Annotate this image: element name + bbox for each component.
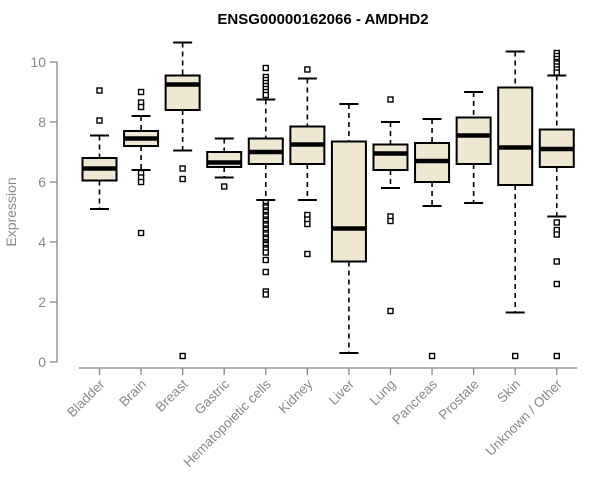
box-gastric xyxy=(206,137,243,190)
outlier-point xyxy=(179,352,186,360)
iqr-box xyxy=(497,86,534,186)
y-tick-label: 10 xyxy=(30,54,46,70)
outlier-point xyxy=(262,268,269,276)
outlier-point xyxy=(262,291,269,298)
y-tick-label: 2 xyxy=(38,294,46,310)
outlier-point xyxy=(137,178,145,186)
box-bladder xyxy=(81,87,118,210)
x-tick-label: Gastric xyxy=(191,376,232,417)
outlier-point xyxy=(553,69,560,76)
iqr-box xyxy=(164,74,201,111)
box-skin xyxy=(497,50,534,360)
x-tick-label: Prostate xyxy=(436,377,482,423)
chart-title: ENSG00000162066 - AMDHD2 xyxy=(217,11,428,28)
outlier-point xyxy=(428,352,436,360)
outlier-point xyxy=(96,117,103,124)
x-tick-label: Brain xyxy=(116,377,149,410)
outlier-point xyxy=(262,91,269,99)
y-tick-label: 6 xyxy=(38,174,46,190)
outlier-point xyxy=(137,88,145,96)
outlier-point xyxy=(512,352,519,360)
y-axis: 0 2 4 6 8 10 xyxy=(30,54,58,370)
box-liver xyxy=(330,103,367,354)
box-brain xyxy=(123,88,160,237)
outlier-point xyxy=(137,229,145,237)
box-breast xyxy=(164,41,201,360)
x-tick-label: Pancreas xyxy=(389,376,440,427)
x-tick-label: Liver xyxy=(326,376,358,408)
x-tick-label: Breast xyxy=(153,376,191,414)
y-tick-label: 8 xyxy=(38,114,46,130)
x-tick-label: Bladder xyxy=(64,376,108,420)
x-tick-label: Unknown / Other xyxy=(483,376,566,459)
outlier-point xyxy=(304,250,311,258)
outlier-point xyxy=(553,258,560,265)
outlier-point xyxy=(304,66,311,73)
iqr-box xyxy=(455,116,492,165)
outlier-point xyxy=(387,217,394,225)
outlier-point xyxy=(553,280,560,288)
outlier-point xyxy=(387,307,394,315)
box-prostate xyxy=(455,91,492,204)
outlier-point xyxy=(262,249,269,256)
outlier-point xyxy=(262,256,269,264)
box-lung xyxy=(372,96,409,315)
y-axis-label: Expression xyxy=(3,177,19,246)
x-tick-label: Lung xyxy=(367,377,399,409)
box-unknown-other xyxy=(538,49,575,360)
box-series xyxy=(81,41,575,360)
y-tick-label: 4 xyxy=(38,234,46,250)
outlier-point xyxy=(553,352,560,360)
iqr-box xyxy=(372,143,409,171)
outlier-point xyxy=(387,96,394,103)
x-tick-label: Kidney xyxy=(276,376,316,416)
y-tick-label: 0 xyxy=(38,354,46,370)
outlier-point xyxy=(179,175,186,183)
outlier-point xyxy=(96,87,103,94)
box-hematopoietic-cells xyxy=(247,64,284,298)
outlier-point xyxy=(553,231,560,238)
x-tick-label: Skin xyxy=(494,377,523,406)
outlier-point xyxy=(179,165,186,172)
outlier-point xyxy=(553,219,560,226)
box-kidney xyxy=(289,66,326,258)
outlier-point xyxy=(137,103,145,111)
box-pancreas xyxy=(414,118,451,360)
outlier-point xyxy=(262,64,269,72)
outlier-point xyxy=(304,220,311,228)
outlier-point xyxy=(221,183,228,190)
iqr-box xyxy=(330,140,367,263)
